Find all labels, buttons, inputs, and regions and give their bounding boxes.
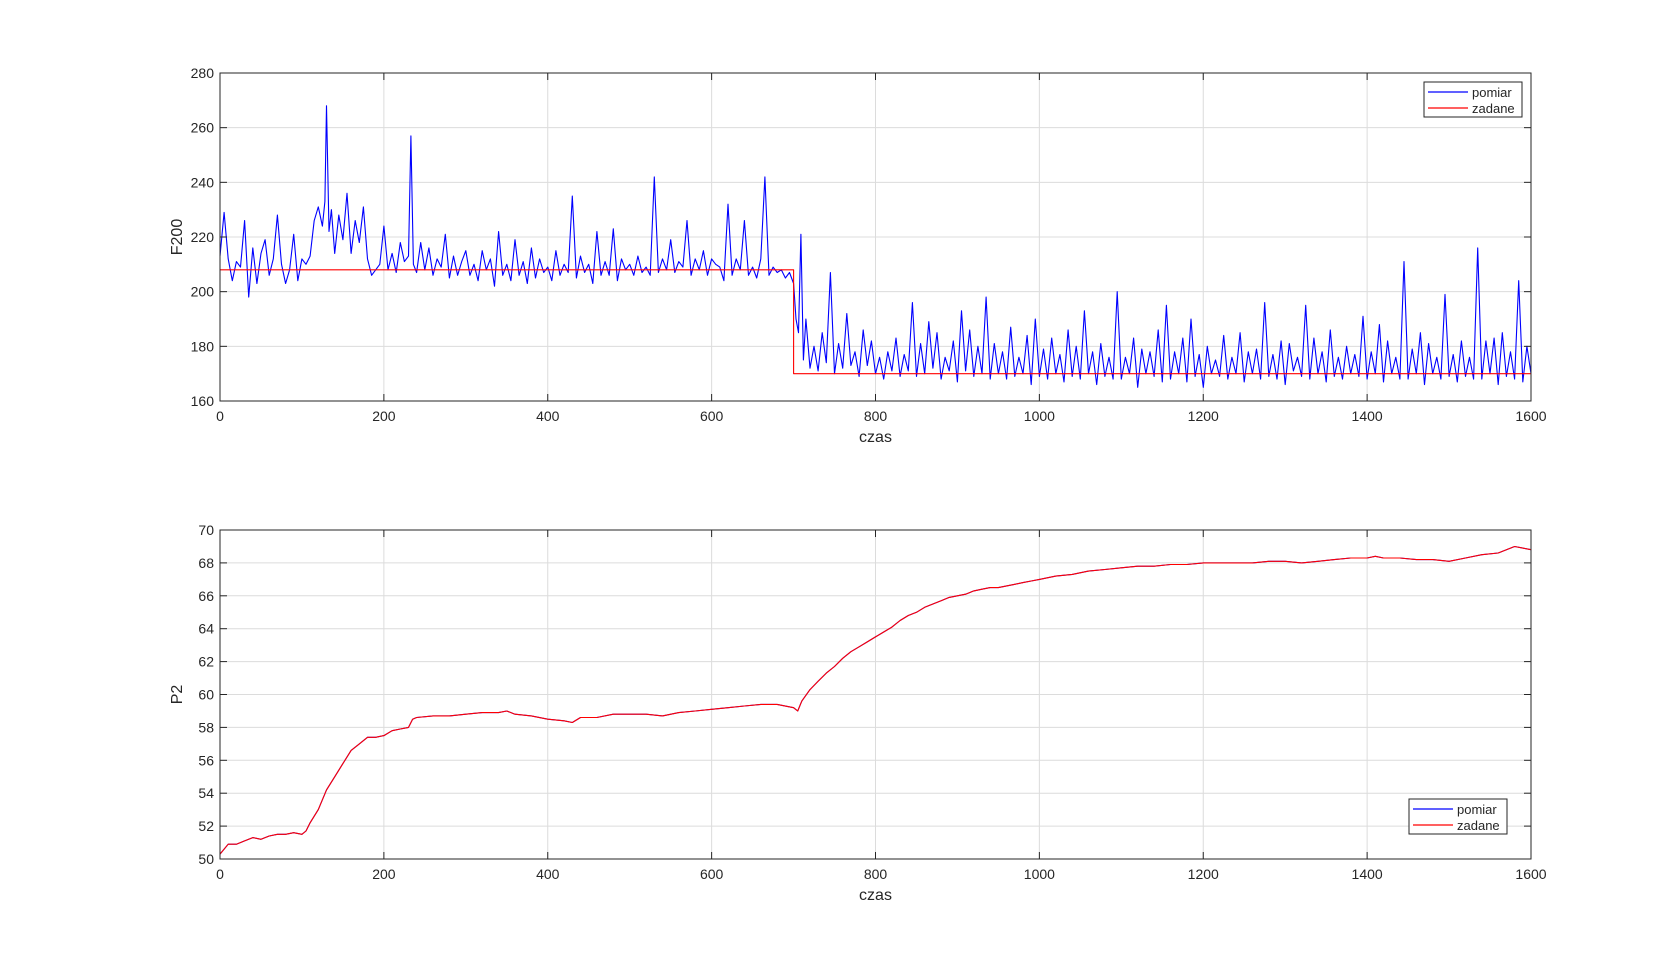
y-tick-label: 180 [191,338,215,354]
y-tick-label: 70 [198,522,214,538]
x-axis-label: czas [859,887,892,904]
y-axis-label: F200 [169,219,186,256]
y-tick-label: 60 [198,687,214,703]
x-tick-label: 1600 [1515,866,1546,882]
y-tick-label: 50 [198,851,214,867]
series-pomiar [219,105,1532,388]
x-tick-label: 400 [536,866,560,882]
x-tick-label: 1600 [1515,408,1546,424]
y-tick-label: 64 [198,621,214,637]
y-tick-label: 280 [191,65,215,81]
y-tick-label: 54 [198,785,214,801]
x-tick-label: 400 [536,408,560,424]
y-tick-label: 62 [198,654,214,670]
x-tick-label: 0 [216,408,224,424]
x-tick-label: 800 [864,408,888,424]
x-tick-label: 600 [700,866,724,882]
y-tick-label: 68 [198,555,214,571]
y-tick-label: 200 [191,284,215,300]
chart-1: 0 200 400 600 800 1000 1200 1400 1600 160 180 200 22… [169,65,1547,446]
legend-label-pomiar: pomiar [1457,802,1497,817]
series-zadane [220,269,1531,375]
x-tick-label: 1200 [1188,866,1219,882]
x-tick-label: 200 [372,866,396,882]
x-tick-label: 600 [700,408,724,424]
y-tick-label: 58 [198,719,214,735]
legend-label-zadane: zadane [1457,818,1500,833]
y-tick-label: 160 [191,393,215,409]
y-axis-label: P2 [169,685,186,705]
x-tick-label: 800 [864,866,888,882]
x-axis-label: czas [859,429,892,446]
series-zadane [219,545,1532,855]
legend-box [1423,81,1523,118]
legend-label-zadane: zadane [1472,101,1515,116]
y-tick-label: 66 [198,588,214,604]
y-tick-label: 52 [198,818,214,834]
x-tick-label: 200 [372,408,396,424]
y-tick-label: 220 [191,229,215,245]
y-tick-label: 240 [191,174,215,190]
chart-2: 0 200 400 600 800 1000 1200 1400 1600 50 52 54 56 58 6… [169,522,1547,904]
x-tick-label: 1000 [1024,866,1055,882]
x-tick-label: 1400 [1352,408,1383,424]
x-tick-label: 1000 [1024,408,1055,424]
x-tick-label: 0 [216,866,224,882]
x-tick-label: 1400 [1352,866,1383,882]
x-tick-label: 1200 [1188,408,1219,424]
y-tick-label: 56 [198,752,214,768]
legend-box [1408,798,1508,835]
legend-label-pomiar: pomiar [1472,85,1512,100]
y-tick-label: 260 [191,120,215,136]
